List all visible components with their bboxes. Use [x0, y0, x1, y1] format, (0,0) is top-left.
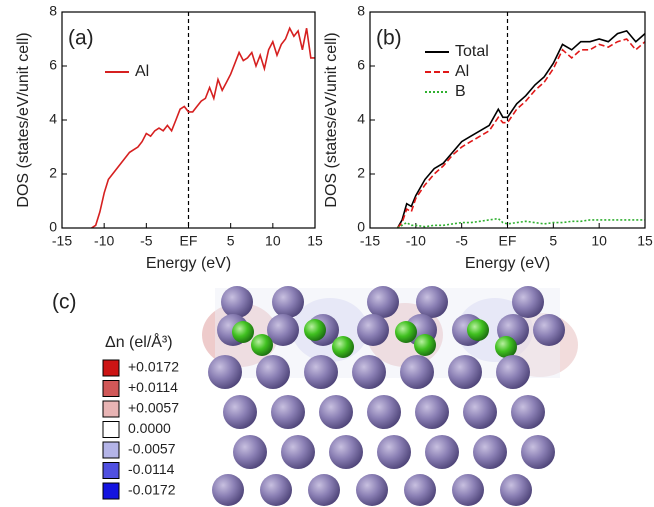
atom	[208, 355, 242, 389]
atom	[511, 395, 545, 429]
x-tick-label: 5	[227, 233, 235, 249]
atom	[448, 355, 482, 389]
y-tick-label: 4	[357, 111, 365, 127]
y-tick-label: 0	[357, 219, 365, 235]
x-tick-label: 10	[591, 233, 607, 249]
x-tick-label: 15	[637, 233, 653, 249]
panel-label: (b)	[376, 27, 402, 50]
x-tick-label: EF	[180, 233, 198, 249]
atom	[367, 395, 401, 429]
atom	[332, 336, 354, 358]
x-tick-label: 10	[265, 233, 281, 249]
color-swatch	[103, 483, 119, 499]
atom	[233, 435, 267, 469]
atom	[415, 395, 449, 429]
atom	[304, 319, 326, 341]
atom	[319, 395, 353, 429]
atom	[271, 395, 305, 429]
legend-label: Al	[455, 63, 469, 80]
figure: -15 -10 -5 EF 5 10 15 0 2 4 6 8 Al (a) Energy (eV) DOS …	[0, 0, 654, 507]
legend-label: B	[455, 83, 466, 100]
x-axis-title: Energy (eV)	[146, 255, 231, 272]
atom	[452, 474, 484, 506]
color-swatch	[103, 360, 119, 376]
y-tick-label: 8	[357, 3, 365, 19]
atom	[356, 474, 388, 506]
y-tick-label: 6	[49, 57, 57, 73]
atom	[463, 395, 497, 429]
y-tick-label: 8	[49, 3, 57, 19]
atom	[256, 355, 290, 389]
atom	[425, 435, 459, 469]
atom	[352, 355, 386, 389]
x-tick-label: -5	[140, 233, 153, 249]
legend-label: Total	[455, 43, 489, 60]
legend-label: +0.0172	[128, 359, 179, 375]
atom	[414, 334, 436, 356]
atom	[512, 286, 544, 318]
atom	[473, 435, 507, 469]
y-axis-title: DOS (states/eV/unit cell)	[323, 32, 340, 207]
legend-label: 0.0000	[128, 420, 171, 436]
legend-label: +0.0114	[128, 379, 178, 395]
color-swatch	[103, 463, 119, 479]
x-tick-label: -15	[52, 233, 72, 249]
atom	[212, 474, 244, 506]
atom	[367, 286, 399, 318]
dos-line	[92, 28, 316, 228]
atom	[304, 355, 338, 389]
legend-title: Δn (el/Å³)	[105, 332, 173, 351]
atom	[251, 334, 273, 356]
legend-label: Al	[135, 63, 149, 80]
panel-label: (a)	[68, 27, 94, 50]
y-tick-label: 4	[49, 111, 57, 127]
legend-label: -0.0172	[128, 482, 176, 498]
color-swatch	[103, 401, 119, 417]
atom	[232, 321, 254, 343]
x-tick-label: -10	[406, 233, 426, 249]
atom	[496, 355, 530, 389]
atom	[329, 435, 363, 469]
atom	[281, 435, 315, 469]
y-axis-title: DOS (states/eV/unit cell)	[15, 32, 32, 207]
x-tick-label: 15	[307, 233, 323, 249]
color-swatch	[103, 442, 119, 458]
atom	[521, 435, 555, 469]
color-swatch	[103, 422, 119, 438]
x-axis-title: Energy (eV)	[465, 255, 550, 272]
atom	[495, 336, 517, 358]
dos-line	[398, 39, 646, 228]
atom	[260, 474, 292, 506]
legend-label: +0.0057	[128, 400, 179, 416]
x-tick-label: EF	[499, 233, 517, 249]
atom	[308, 474, 340, 506]
x-tick-label: -10	[94, 233, 114, 249]
atom	[500, 474, 532, 506]
y-tick-label: 2	[357, 165, 365, 181]
atomic-structure	[202, 286, 578, 506]
legend-label: -0.0057	[128, 441, 176, 457]
atom	[400, 355, 434, 389]
y-tick-label: 0	[49, 219, 57, 235]
y-tick-label: 2	[49, 165, 57, 181]
dos-line	[398, 219, 646, 228]
atom	[416, 286, 448, 318]
x-tick-label: -5	[455, 233, 468, 249]
atom	[272, 286, 304, 318]
atom	[223, 395, 257, 429]
dos-line	[398, 31, 646, 228]
y-tick-label: 6	[357, 57, 365, 73]
atom	[377, 435, 411, 469]
atom	[404, 474, 436, 506]
panel-label: (c)	[52, 291, 77, 314]
atom	[357, 314, 389, 346]
atom	[533, 314, 565, 346]
atom	[221, 286, 253, 318]
x-tick-label: 5	[549, 233, 557, 249]
atom	[467, 319, 489, 341]
x-tick-label: -15	[360, 233, 380, 249]
color-swatch	[103, 381, 119, 397]
legend-label: -0.0114	[128, 461, 175, 477]
atom	[395, 321, 417, 343]
